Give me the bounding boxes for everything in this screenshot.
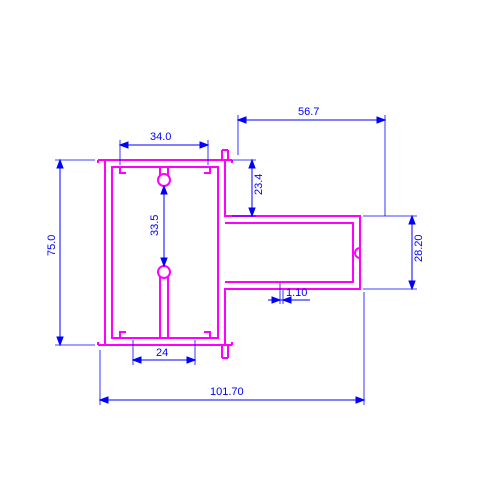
dim-top-567: 56.7 <box>238 106 385 216</box>
dim-left-height: 75.0 <box>46 160 95 345</box>
profile-outer <box>105 160 360 345</box>
dim-label-335: 33.5 <box>149 215 161 236</box>
bottom-tab-1 <box>222 345 228 358</box>
dim-label-234: 23.4 <box>253 174 265 195</box>
dim-label-567: 56.7 <box>298 106 319 118</box>
dim-2820: 28.20 <box>363 216 425 289</box>
screw-boss-bottom <box>158 266 170 278</box>
dim-label-34: 34.0 <box>150 131 171 143</box>
boss-bottom-legs <box>160 277 168 338</box>
profile-drawing: 101.70 75.0 34.0 56.7 <box>0 0 500 500</box>
dim-110: 1.10 <box>268 283 310 304</box>
screw-boss-top <box>158 174 170 186</box>
dim-24: 24 <box>133 340 195 365</box>
dim-label-overall-width: 101.70 <box>210 386 244 398</box>
dim-label-left-height: 75.0 <box>46 235 58 256</box>
top-tab-1 <box>222 150 228 160</box>
dim-label-2820: 28.20 <box>413 234 425 262</box>
dimensions: 101.70 75.0 34.0 56.7 <box>46 106 425 405</box>
dim-234: 23.4 <box>232 160 265 216</box>
dim-335: 33.5 <box>149 186 167 266</box>
extrusion-profile <box>98 150 360 358</box>
profile-inner-right <box>225 223 353 282</box>
dim-overall-width: 101.70 <box>100 292 364 405</box>
dim-label-110: 1.10 <box>286 287 307 299</box>
dim-label-24: 24 <box>156 347 168 359</box>
